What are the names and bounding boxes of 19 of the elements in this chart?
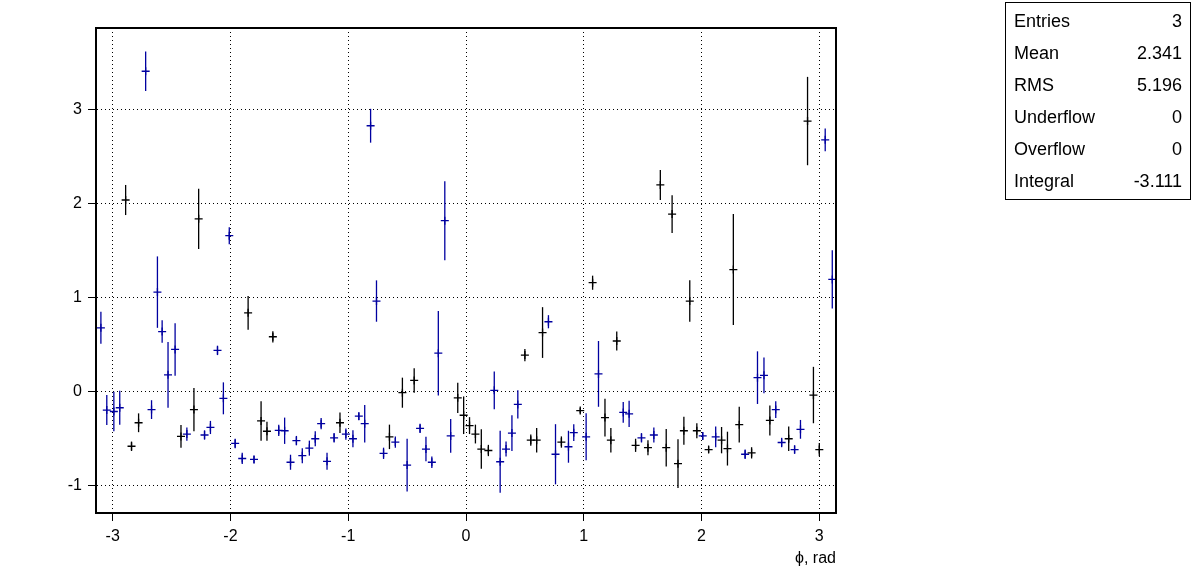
x-tick-label: -1 bbox=[341, 527, 356, 545]
text: Entries 3 bbox=[1014, 11, 1182, 31]
text: RMS 5.196 bbox=[1014, 75, 1182, 95]
x-tick-label: -2 bbox=[223, 527, 238, 545]
text: Integral -3.111 bbox=[1014, 171, 1182, 191]
y-tick-label: 3 bbox=[73, 100, 83, 118]
y-tick-label: 0 bbox=[73, 382, 83, 400]
text: Mean 2.341 bbox=[1014, 43, 1182, 63]
y-tick-label: 2 bbox=[73, 194, 83, 212]
x-tick-label: 2 bbox=[697, 527, 707, 545]
y-tick-label: -1 bbox=[67, 476, 83, 494]
x-axis-title: ϕ, rad bbox=[795, 548, 836, 566]
y-tick-label: 1 bbox=[73, 288, 83, 306]
x-tick-label: 3 bbox=[814, 527, 824, 545]
x-tick-label: 1 bbox=[579, 527, 589, 545]
x-tick-label: -3 bbox=[105, 527, 120, 545]
text: Overflow 0 bbox=[1014, 139, 1182, 159]
x-tick-label: 0 bbox=[461, 527, 471, 545]
text: Underflow 0 bbox=[1014, 107, 1182, 127]
